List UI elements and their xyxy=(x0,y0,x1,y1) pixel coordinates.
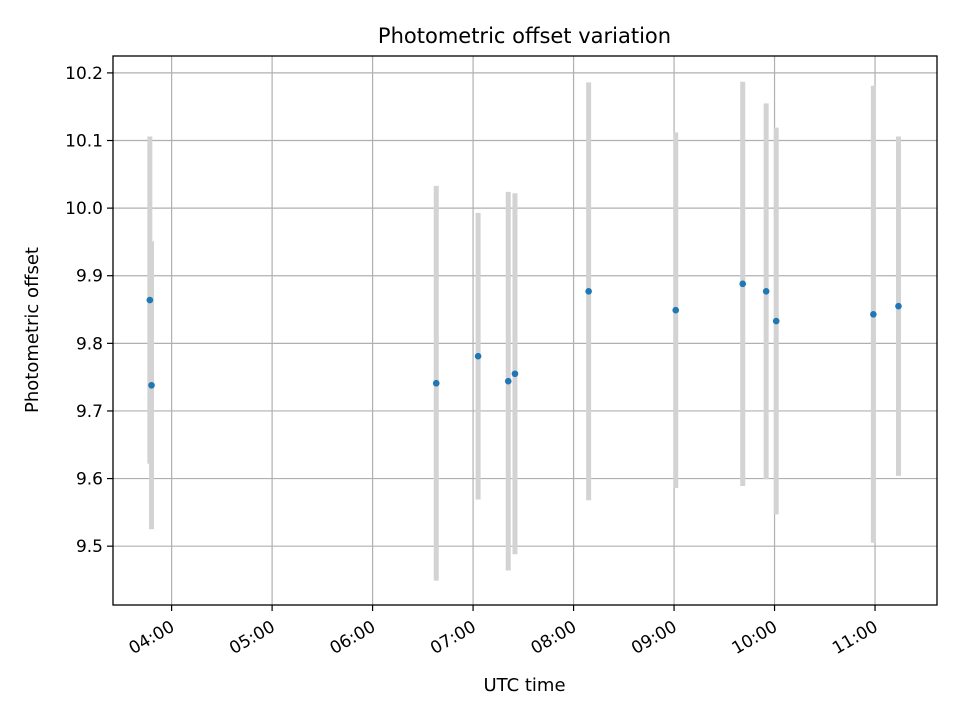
x-axis-label: UTC time xyxy=(483,675,565,696)
data-point xyxy=(772,317,780,325)
data-point xyxy=(474,352,482,360)
data-point xyxy=(762,287,770,295)
data-point xyxy=(672,306,680,314)
data-points xyxy=(146,280,902,389)
x-axis-ticks: 04:00 05:00 06:00 07:00 08:00 09:00 10:00 11:00 xyxy=(126,605,882,659)
x-tick-label: 11:00 xyxy=(829,617,881,659)
data-point xyxy=(870,310,877,318)
x-tick-label: 05:00 xyxy=(226,617,278,659)
data-point xyxy=(739,280,747,288)
data-point xyxy=(895,302,902,310)
x-tick-label: 09:00 xyxy=(628,617,680,659)
error-bars xyxy=(147,81,901,581)
x-tick-label: 08:00 xyxy=(528,617,580,659)
data-point xyxy=(504,377,512,385)
y-tick-label: 9.6 xyxy=(76,470,103,490)
x-tick-label: 04:00 xyxy=(126,617,178,659)
x-tick-label: 06:00 xyxy=(327,617,379,659)
data-point xyxy=(511,370,519,378)
grid xyxy=(113,56,937,605)
data-point xyxy=(585,287,592,295)
plot-frame xyxy=(112,55,938,606)
x-tick-label: 07:00 xyxy=(427,617,479,659)
y-tick-label: 9.8 xyxy=(76,334,103,354)
y-tick-label: 9.9 xyxy=(76,267,103,287)
data-point xyxy=(146,296,154,304)
y-axis-ticks: 9.5 9.6 9.7 9.8 9.9 10.0 10.1 10.2 xyxy=(65,64,113,557)
x-tick-label: 10:00 xyxy=(729,617,781,659)
y-tick-label: 10.2 xyxy=(65,64,103,84)
y-tick-label: 9.7 xyxy=(76,402,103,422)
y-axis-label: Photometric offset xyxy=(22,247,43,413)
data-point xyxy=(148,381,155,389)
y-tick-label: 9.5 xyxy=(76,537,103,557)
chart-title: Photometric offset variation xyxy=(378,24,671,48)
data-point xyxy=(432,379,440,387)
y-tick-label: 10.0 xyxy=(65,199,103,219)
y-tick-label: 10.1 xyxy=(65,132,103,152)
